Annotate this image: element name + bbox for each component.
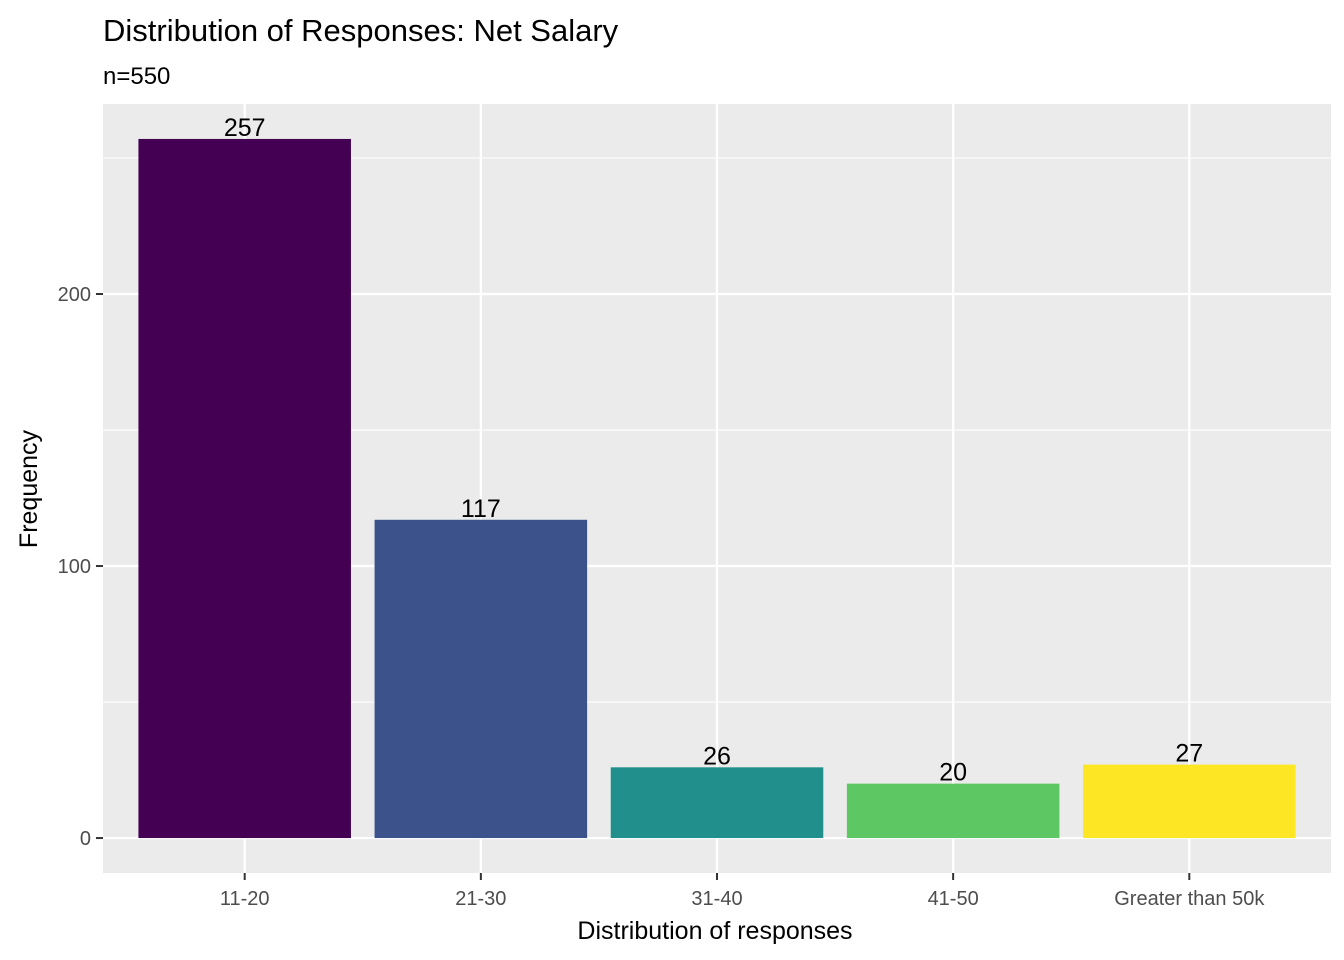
y-tick-label: 100 (58, 556, 91, 578)
bar-4 (846, 783, 1060, 839)
bar-1 (138, 138, 351, 839)
x-tick-label: Greater than 50k (1114, 888, 1265, 910)
x-axis: 11-20 21-30 31-40 41-50 Greater than 50k (220, 873, 1265, 910)
bar-value-label: 20 (939, 759, 967, 787)
bar-3 (610, 767, 824, 839)
bar-value-label: 257 (224, 114, 266, 142)
x-tick-label: 41-50 (928, 888, 979, 910)
x-tick-label: 31-40 (691, 888, 742, 910)
bar-5 (1083, 764, 1296, 839)
y-axis-title: Frequency (15, 429, 43, 548)
x-axis-title: Distribution of responses (577, 917, 852, 945)
bar-2 (374, 519, 588, 839)
bars (138, 138, 1296, 839)
chart-subtitle: n=550 (103, 63, 170, 90)
bar-value-label: 117 (461, 495, 501, 523)
x-tick-label: 11-20 (220, 888, 270, 910)
chart-title: Distribution of Responses: Net Salary (103, 13, 619, 48)
x-tick-label: 21-30 (455, 888, 506, 910)
bar-value-labels: 257 117 26 20 27 (224, 114, 1203, 787)
y-tick-label: 0 (80, 828, 91, 850)
bar-value-label: 27 (1175, 740, 1203, 768)
bar-value-label: 26 (703, 742, 731, 770)
y-axis: 0 100 200 (58, 284, 103, 850)
y-tick-label: 200 (58, 284, 91, 306)
